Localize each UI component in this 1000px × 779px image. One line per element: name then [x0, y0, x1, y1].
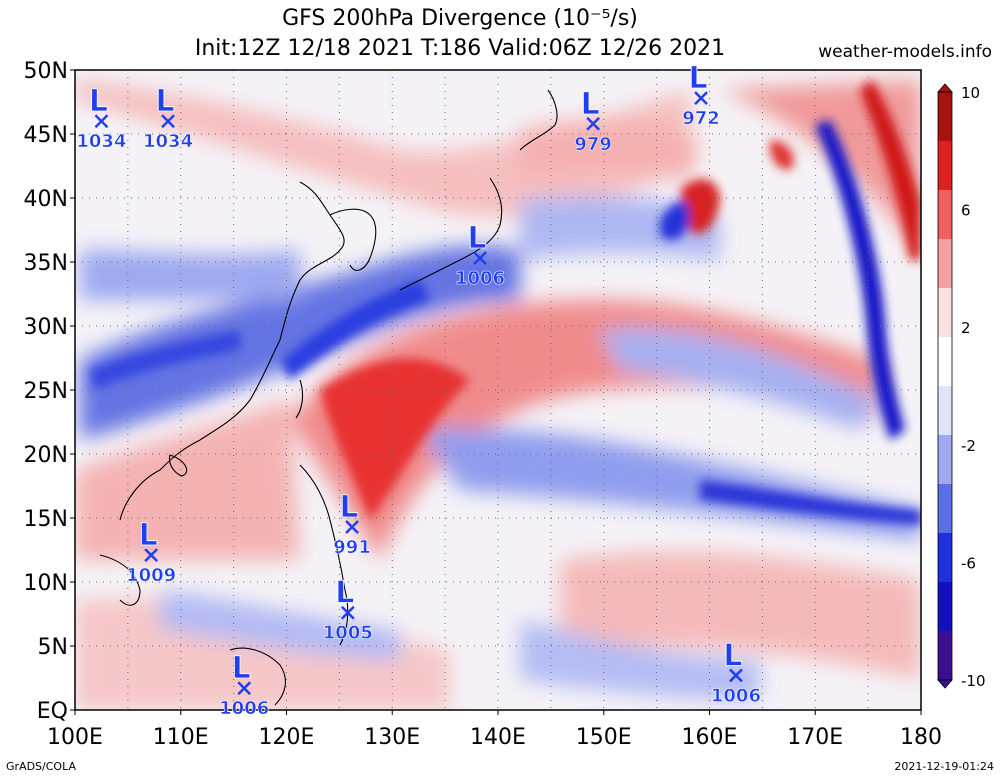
lon-tick-label: 110E — [153, 725, 209, 750]
low-L-label: L — [581, 87, 600, 122]
low-x-mark — [694, 91, 708, 106]
lon-tick-label: 120E — [259, 725, 315, 750]
coastlines — [99, 89, 558, 706]
colorbar-swatch — [938, 435, 952, 485]
lat-tick-label: 50N — [24, 59, 68, 84]
colorbar: 10 6 2 -2 -6 -10 — [937, 83, 986, 690]
colorbar-swatch — [938, 386, 952, 436]
low-L-label: L — [89, 84, 108, 119]
lat-tick-label: 45N — [24, 123, 68, 148]
colorbar-label: -10 — [961, 672, 986, 690]
low-pressure-value: 979 — [574, 134, 612, 155]
low-x-mark — [94, 114, 109, 129]
low-center: L 1034 — [76, 84, 127, 153]
latitude-axis: 50N 45N 40N 35N 30N 25N 20N 15N 10N 5N EQ — [24, 59, 75, 724]
low-pressure-value: 1009 — [126, 565, 176, 586]
chart-title: GFS 200hPa Divergence (10⁻⁵/s) — [282, 6, 638, 31]
colorbar-top-arrow — [937, 83, 953, 93]
colorbar-swatch — [938, 288, 952, 338]
low-center: L 1006 — [219, 651, 270, 720]
low-x-mark — [729, 668, 743, 683]
low-center: L 991 — [333, 490, 371, 559]
colorbar-frame — [937, 91, 953, 681]
lon-tick-label: 140E — [470, 725, 526, 750]
low-pressure-value: 972 — [682, 108, 720, 129]
colorbar-swatch — [938, 337, 952, 387]
low-L-label: L — [139, 518, 158, 553]
low-L-label: L — [155, 84, 174, 119]
low-L-label: L — [335, 576, 354, 611]
colorbar-label: -2 — [961, 437, 976, 455]
colorbar-swatch — [938, 141, 952, 191]
lon-tick-label: 160E — [682, 725, 738, 750]
grid — [75, 70, 921, 710]
low-center: L 1034 — [143, 84, 194, 153]
lat-tick-label: 10N — [24, 571, 68, 596]
lat-tick-label: 15N — [24, 507, 68, 532]
low-markers: L 1034 L 1034 L 979 L 972 L 1006 L 991 L 1009 L 1005 L 10… — [76, 61, 762, 720]
colorbar-swatch — [938, 533, 952, 583]
lat-tick-label: 40N — [24, 187, 68, 212]
lat-tick-label: 25N — [24, 379, 68, 404]
lat-tick-label: 5N — [38, 635, 68, 660]
colorbar-swatch — [938, 92, 952, 142]
low-pressure-value: 1034 — [76, 131, 126, 152]
colorbar-swatch — [938, 631, 952, 681]
colorbar-label: 6 — [961, 202, 971, 220]
colorbar-swatch — [938, 582, 952, 632]
low-center: L 979 — [574, 86, 612, 155]
lon-tick-label: 150E — [576, 725, 632, 750]
low-pressure-value: 1006 — [711, 685, 761, 706]
colorbar-label: -6 — [961, 554, 976, 572]
colorbar-swatch — [938, 190, 952, 240]
low-center: L 1006 — [711, 638, 762, 707]
colorbar-swatch — [938, 239, 952, 289]
chart-subtitle: Init:12Z 12/18 2021 T:186 Valid:06Z 12/2… — [194, 36, 726, 61]
site-watermark: weather-models.info — [818, 42, 992, 62]
lat-tick-label: 30N — [24, 315, 68, 340]
longitude-axis: 100E 110E 120E 130E 140E 150E 160E 170E 180 — [47, 710, 942, 750]
low-center: L 1009 — [126, 518, 177, 587]
low-pressure-value: 1005 — [323, 623, 373, 644]
low-x-mark — [473, 251, 487, 266]
lon-tick-label: 100E — [47, 725, 103, 750]
low-L-label: L — [340, 490, 359, 525]
lat-tick-label: 20N — [24, 443, 68, 468]
lat-tick-label: 35N — [24, 251, 68, 276]
low-center: L 1006 — [455, 221, 506, 290]
low-x-mark — [161, 114, 175, 129]
low-pressure-value: 1006 — [219, 698, 269, 719]
footer-left: GrADS/COLA — [6, 760, 76, 773]
divergence-field — [75, 70, 921, 710]
low-L-label: L — [688, 61, 707, 96]
low-pressure-value: 1034 — [143, 131, 193, 152]
low-L-label: L — [467, 221, 486, 256]
lon-tick-label: 130E — [364, 725, 420, 750]
colorbar-swatch — [938, 484, 952, 534]
lat-tick-label: EQ — [37, 699, 68, 724]
low-x-mark — [586, 116, 601, 131]
low-x-mark — [345, 520, 359, 534]
colorbar-label: 10 — [961, 84, 980, 102]
low-center: L 1005 — [322, 575, 373, 644]
colorbar-label: 2 — [961, 319, 971, 337]
colorbar-bottom-arrow — [937, 679, 953, 689]
low-pressure-value: 991 — [333, 537, 371, 558]
low-pressure-value: 1006 — [455, 268, 505, 289]
low-x-mark — [144, 548, 159, 563]
low-x-mark — [237, 681, 252, 696]
low-L-label: L — [723, 638, 742, 673]
footer-right: 2021-12-19-01:24 — [894, 760, 994, 773]
lon-tick-label: 180 — [900, 725, 942, 750]
lon-tick-label: 170E — [787, 725, 843, 750]
low-x-mark — [340, 605, 355, 620]
low-center: L 972 — [682, 61, 720, 130]
low-L-label: L — [232, 651, 251, 686]
